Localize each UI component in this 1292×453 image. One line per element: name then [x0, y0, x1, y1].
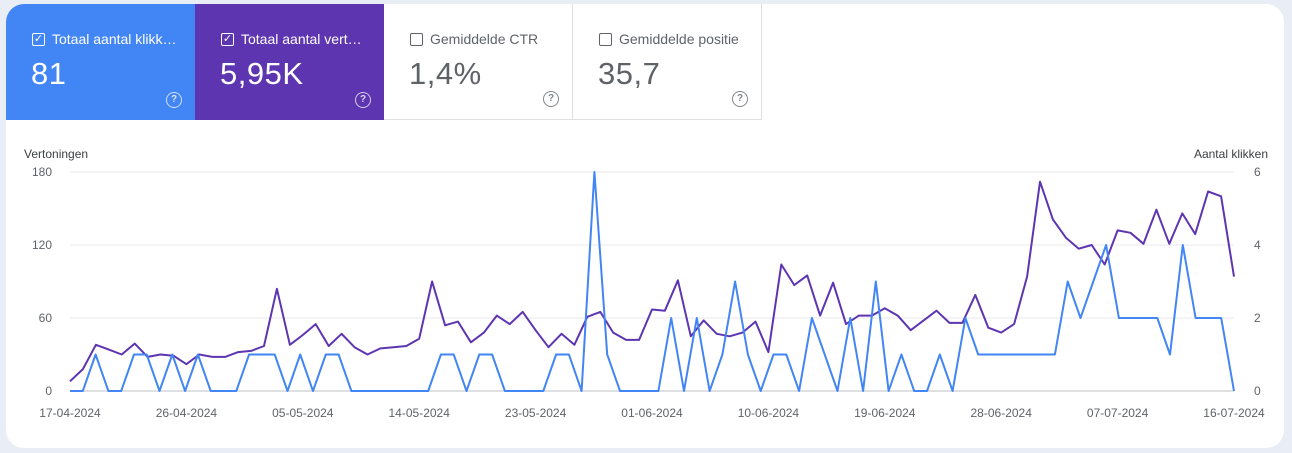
left-tick-label: 120 [32, 238, 52, 252]
help-icon[interactable]: ? [543, 91, 559, 107]
checkbox-icon[interactable]: ✓ [32, 32, 45, 46]
x-tick-label: 23-05-2024 [505, 406, 567, 420]
metric-header: Gemiddelde positie [599, 31, 739, 47]
metric-header: ✓ Totaal aantal klikk… [32, 31, 177, 47]
left-tick-label: 180 [32, 165, 52, 179]
metric-header: Gemiddelde CTR [410, 31, 538, 47]
right-tick-label: 2 [1254, 311, 1261, 325]
metric-value: 35,7 [598, 56, 661, 91]
left-tick-label: 0 [45, 384, 52, 398]
performance-chart[interactable]: 0 60 120 180 0 2 4 6 17-04-2024 26-04-2024 05-05-2… [6, 4, 1284, 448]
check-icon: ✓ [222, 32, 233, 45]
metric-average-position[interactable]: Gemiddelde positie 35,7 ? [573, 4, 762, 120]
checkbox-icon[interactable] [410, 32, 423, 46]
metric-total-clicks[interactable]: ✓ Totaal aantal klikk… 81 ? [6, 4, 195, 120]
x-tick-label: 07-07-2024 [1087, 406, 1149, 420]
checkbox-icon[interactable]: ✓ [221, 32, 234, 46]
metric-average-ctr[interactable]: Gemiddelde CTR 1,4% ? [384, 4, 573, 120]
checkbox-icon[interactable] [599, 32, 612, 46]
left-tick-label: 60 [39, 311, 53, 325]
x-tick-label: 16-07-2024 [1203, 406, 1265, 420]
metric-header: ✓ Totaal aantal vert… [221, 31, 362, 47]
metric-value: 81 [31, 56, 67, 91]
x-tick-label: 19-06-2024 [854, 406, 916, 420]
right-tick-label: 0 [1254, 384, 1261, 398]
check-icon: ✓ [33, 32, 44, 45]
right-tick-label: 4 [1254, 238, 1261, 252]
left-axis-title: Vertoningen [24, 147, 89, 161]
x-tick-label: 05-05-2024 [272, 406, 334, 420]
help-icon[interactable]: ? [355, 92, 371, 108]
x-tick-label: 28-06-2024 [971, 406, 1033, 420]
x-tick-label: 10-06-2024 [738, 406, 800, 420]
x-tick-label: 01-06-2024 [621, 406, 683, 420]
x-tick-label: 17-04-2024 [39, 406, 101, 420]
impressions-series-line [69, 180, 1235, 383]
help-icon[interactable]: ? [732, 91, 748, 107]
metric-value: 5,95K [220, 56, 304, 91]
clicks-series-line [70, 171, 1235, 392]
right-tick-label: 6 [1254, 165, 1261, 179]
performance-card: ✓ Totaal aantal klikk… 81 ? ✓ Totaal aan… [6, 4, 1284, 448]
right-axis-title: Aantal klikken [1193, 147, 1268, 161]
metric-value: 1,4% [409, 56, 482, 91]
help-icon[interactable]: ? [166, 92, 182, 108]
x-tick-label: 14-05-2024 [389, 406, 451, 420]
metric-tabs: ✓ Totaal aantal klikk… 81 ? ✓ Totaal aan… [6, 4, 762, 120]
x-tick-label: 26-04-2024 [156, 406, 218, 420]
metric-total-impressions[interactable]: ✓ Totaal aantal vert… 5,95K ? [195, 4, 384, 120]
